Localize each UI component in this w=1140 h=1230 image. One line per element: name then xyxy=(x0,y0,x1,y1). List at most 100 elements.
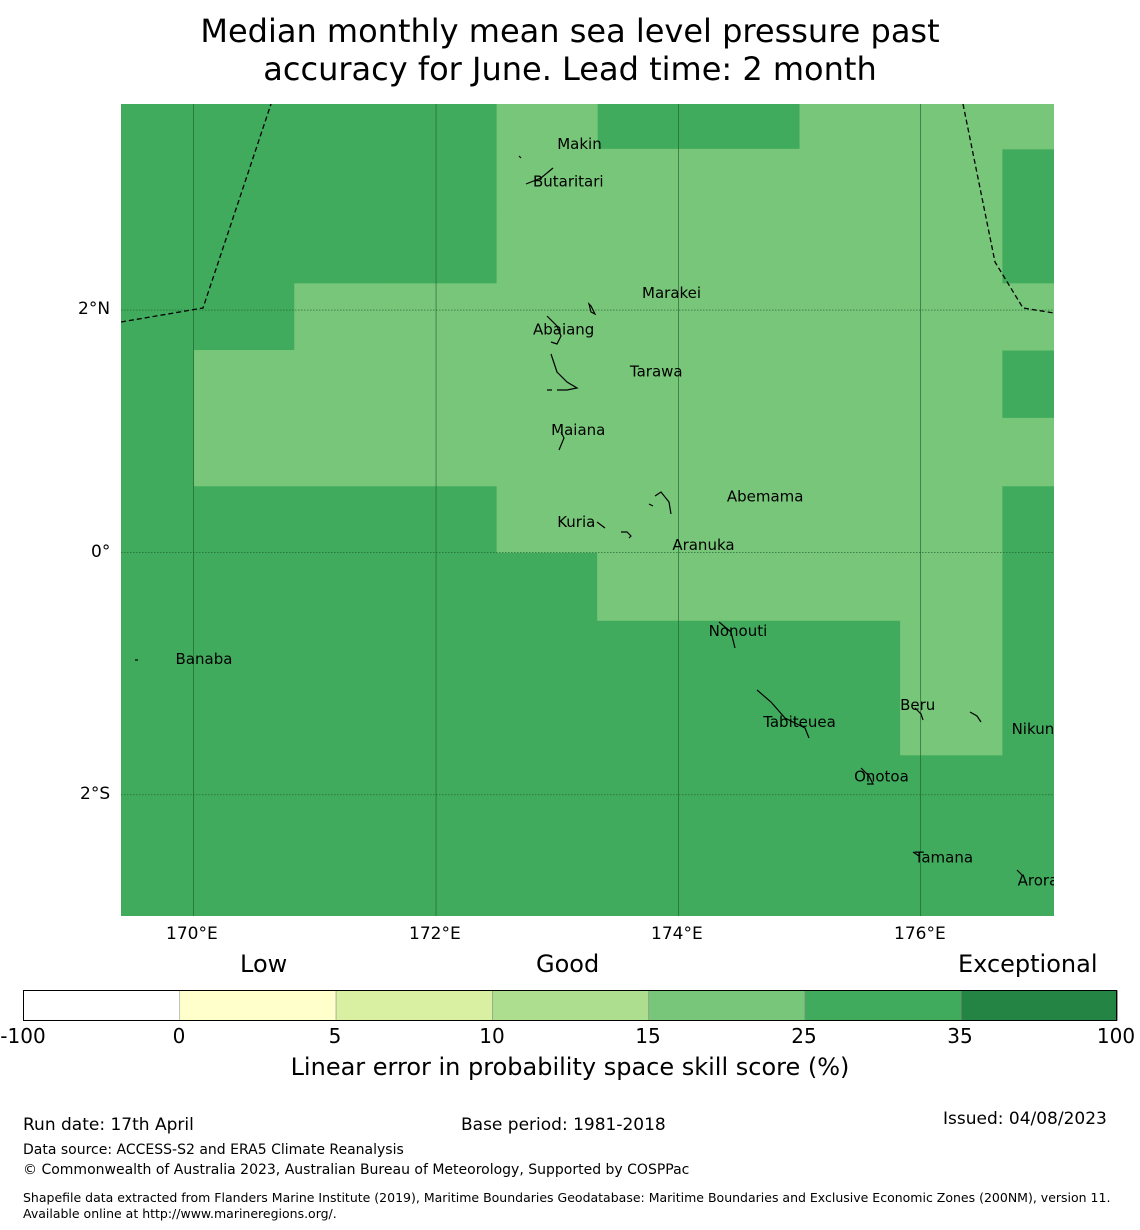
colorbar-tick: 5 xyxy=(328,1024,342,1048)
skill-cell xyxy=(597,283,700,351)
place-label-tabiteuea: Tabiteuea xyxy=(762,713,836,731)
skill-cell xyxy=(597,417,700,487)
skill-cell xyxy=(294,417,397,487)
colorbar xyxy=(23,990,1118,1021)
skill-cell xyxy=(396,283,498,351)
colorbar-swatch xyxy=(804,990,962,1021)
skill-cell xyxy=(799,148,901,216)
skill-cell xyxy=(799,104,901,150)
skill-cell xyxy=(294,350,397,419)
colorbar-swatch xyxy=(960,990,1118,1021)
skill-cell xyxy=(597,552,700,621)
skill-cell xyxy=(193,350,295,419)
eez-boundary xyxy=(121,104,1054,323)
place-label-tarawa: Tarawa xyxy=(629,363,683,381)
skill-cell xyxy=(900,148,1003,216)
place-label-kuria: Kuria xyxy=(557,513,595,531)
lon-label-176e: 176°E xyxy=(894,924,946,944)
place-label-abaiang: Abaiang xyxy=(533,320,594,338)
skill-cell xyxy=(698,417,801,487)
lat-label-2s: 2°S xyxy=(80,784,111,804)
map-panel: Makin Butaritari Marakei Abaiang Tarawa Maian… xyxy=(121,104,1054,916)
skill-cell xyxy=(1001,104,1054,150)
skill-cell xyxy=(799,283,901,351)
lat-label-2n: 2°N xyxy=(78,299,111,319)
colorbar-swatch xyxy=(492,990,649,1021)
skill-cell xyxy=(799,417,901,487)
lon-label-172e: 172°E xyxy=(409,924,461,944)
skill-cell xyxy=(597,350,700,419)
skill-cell xyxy=(900,620,1003,756)
colorbar-tick: 35 xyxy=(947,1024,973,1048)
colorbar-category-good: Good xyxy=(536,950,600,978)
place-label-onotoa: Onotoa xyxy=(854,767,909,785)
issued-date: Issued: 04/08/2023 xyxy=(943,1109,1107,1129)
skill-cell xyxy=(900,215,1003,284)
skill-cell xyxy=(597,148,700,216)
skill-cell xyxy=(698,148,801,216)
run-date: Run date: 17th April xyxy=(23,1115,194,1135)
place-label-nonouti: Nonouti xyxy=(709,622,768,640)
data-source: Data source: ACCESS-S2 and ERA5 Climate … xyxy=(23,1142,404,1158)
graticule xyxy=(121,104,1054,916)
skill-cell xyxy=(698,350,801,419)
skill-cell xyxy=(698,215,801,284)
skill-cell xyxy=(597,485,700,553)
skill-cell xyxy=(900,552,1003,621)
skill-cell xyxy=(799,552,901,621)
place-label-beru: Beru xyxy=(900,696,935,714)
shapefile-credit: Shapefile data extracted from Flanders M… xyxy=(23,1190,1111,1221)
colorbar-tick: 0 xyxy=(172,1024,186,1048)
colorbar-swatch xyxy=(23,990,181,1021)
lon-label-174e: 174°E xyxy=(651,924,703,944)
island-outlines xyxy=(135,155,1024,877)
place-label-tamana: Tamana xyxy=(914,849,973,867)
skill-cell xyxy=(1001,417,1054,487)
place-labels: Makin Butaritari Marakei Abaiang Tarawa Maian… xyxy=(176,135,1054,890)
place-label-makin: Makin xyxy=(557,135,602,153)
skill-cell xyxy=(900,350,1003,419)
skill-cell xyxy=(496,148,598,216)
skill-cell xyxy=(799,485,901,553)
place-label-nikunau: Nikunau xyxy=(1012,720,1054,738)
colorbar-tick: 25 xyxy=(791,1024,817,1048)
place-label-marakei: Marakei xyxy=(642,284,701,302)
copyright: © Commonwealth of Australia 2023, Austra… xyxy=(23,1162,690,1178)
lat-label-0: 0° xyxy=(91,542,111,562)
skill-cell xyxy=(799,215,901,284)
skill-cell xyxy=(900,417,1003,487)
skill-cell xyxy=(698,552,801,621)
colorbar-label: Linear error in probability space skill … xyxy=(290,1053,850,1081)
skill-cell xyxy=(496,485,598,553)
skill-cell xyxy=(799,350,901,419)
lon-label-170e: 170°E xyxy=(166,924,218,944)
place-label-maiana: Maiana xyxy=(551,421,605,439)
colorbar-tick: 10 xyxy=(479,1024,505,1048)
skill-cell xyxy=(1001,283,1054,351)
place-label-abemama: Abemama xyxy=(727,488,804,506)
skill-cell xyxy=(496,417,598,487)
skill-cell xyxy=(496,350,598,419)
skill-cell xyxy=(396,350,498,419)
colorbar-category-exceptional: Exceptional xyxy=(958,950,1098,978)
colorbar-swatch xyxy=(179,990,337,1021)
place-label-aranuka: Aranuka xyxy=(672,536,734,554)
colorbar-swatch xyxy=(648,990,806,1021)
place-label-butaritari: Butaritari xyxy=(533,172,604,190)
skill-cell xyxy=(900,283,1003,351)
map-title-line2: accuracy for June. Lead time: 2 month xyxy=(263,50,877,88)
skill-cell xyxy=(396,417,498,487)
colorbar-tick: -100 xyxy=(0,1024,46,1048)
skill-cell xyxy=(193,417,295,487)
base-period: Base period: 1981-2018 xyxy=(461,1115,666,1135)
colorbar-tick: 15 xyxy=(635,1024,661,1048)
place-label-arorae: Arorae xyxy=(1018,872,1054,890)
skill-cell xyxy=(900,104,1003,150)
skill-cell xyxy=(496,215,598,284)
skill-cell xyxy=(496,104,598,150)
place-label-banaba: Banaba xyxy=(176,650,233,668)
map-title-line1: Median monthly mean sea level pressure p… xyxy=(200,12,940,50)
skill-cell xyxy=(698,283,801,351)
skill-grid xyxy=(121,104,1054,916)
colorbar-category-low: Low xyxy=(240,950,288,978)
